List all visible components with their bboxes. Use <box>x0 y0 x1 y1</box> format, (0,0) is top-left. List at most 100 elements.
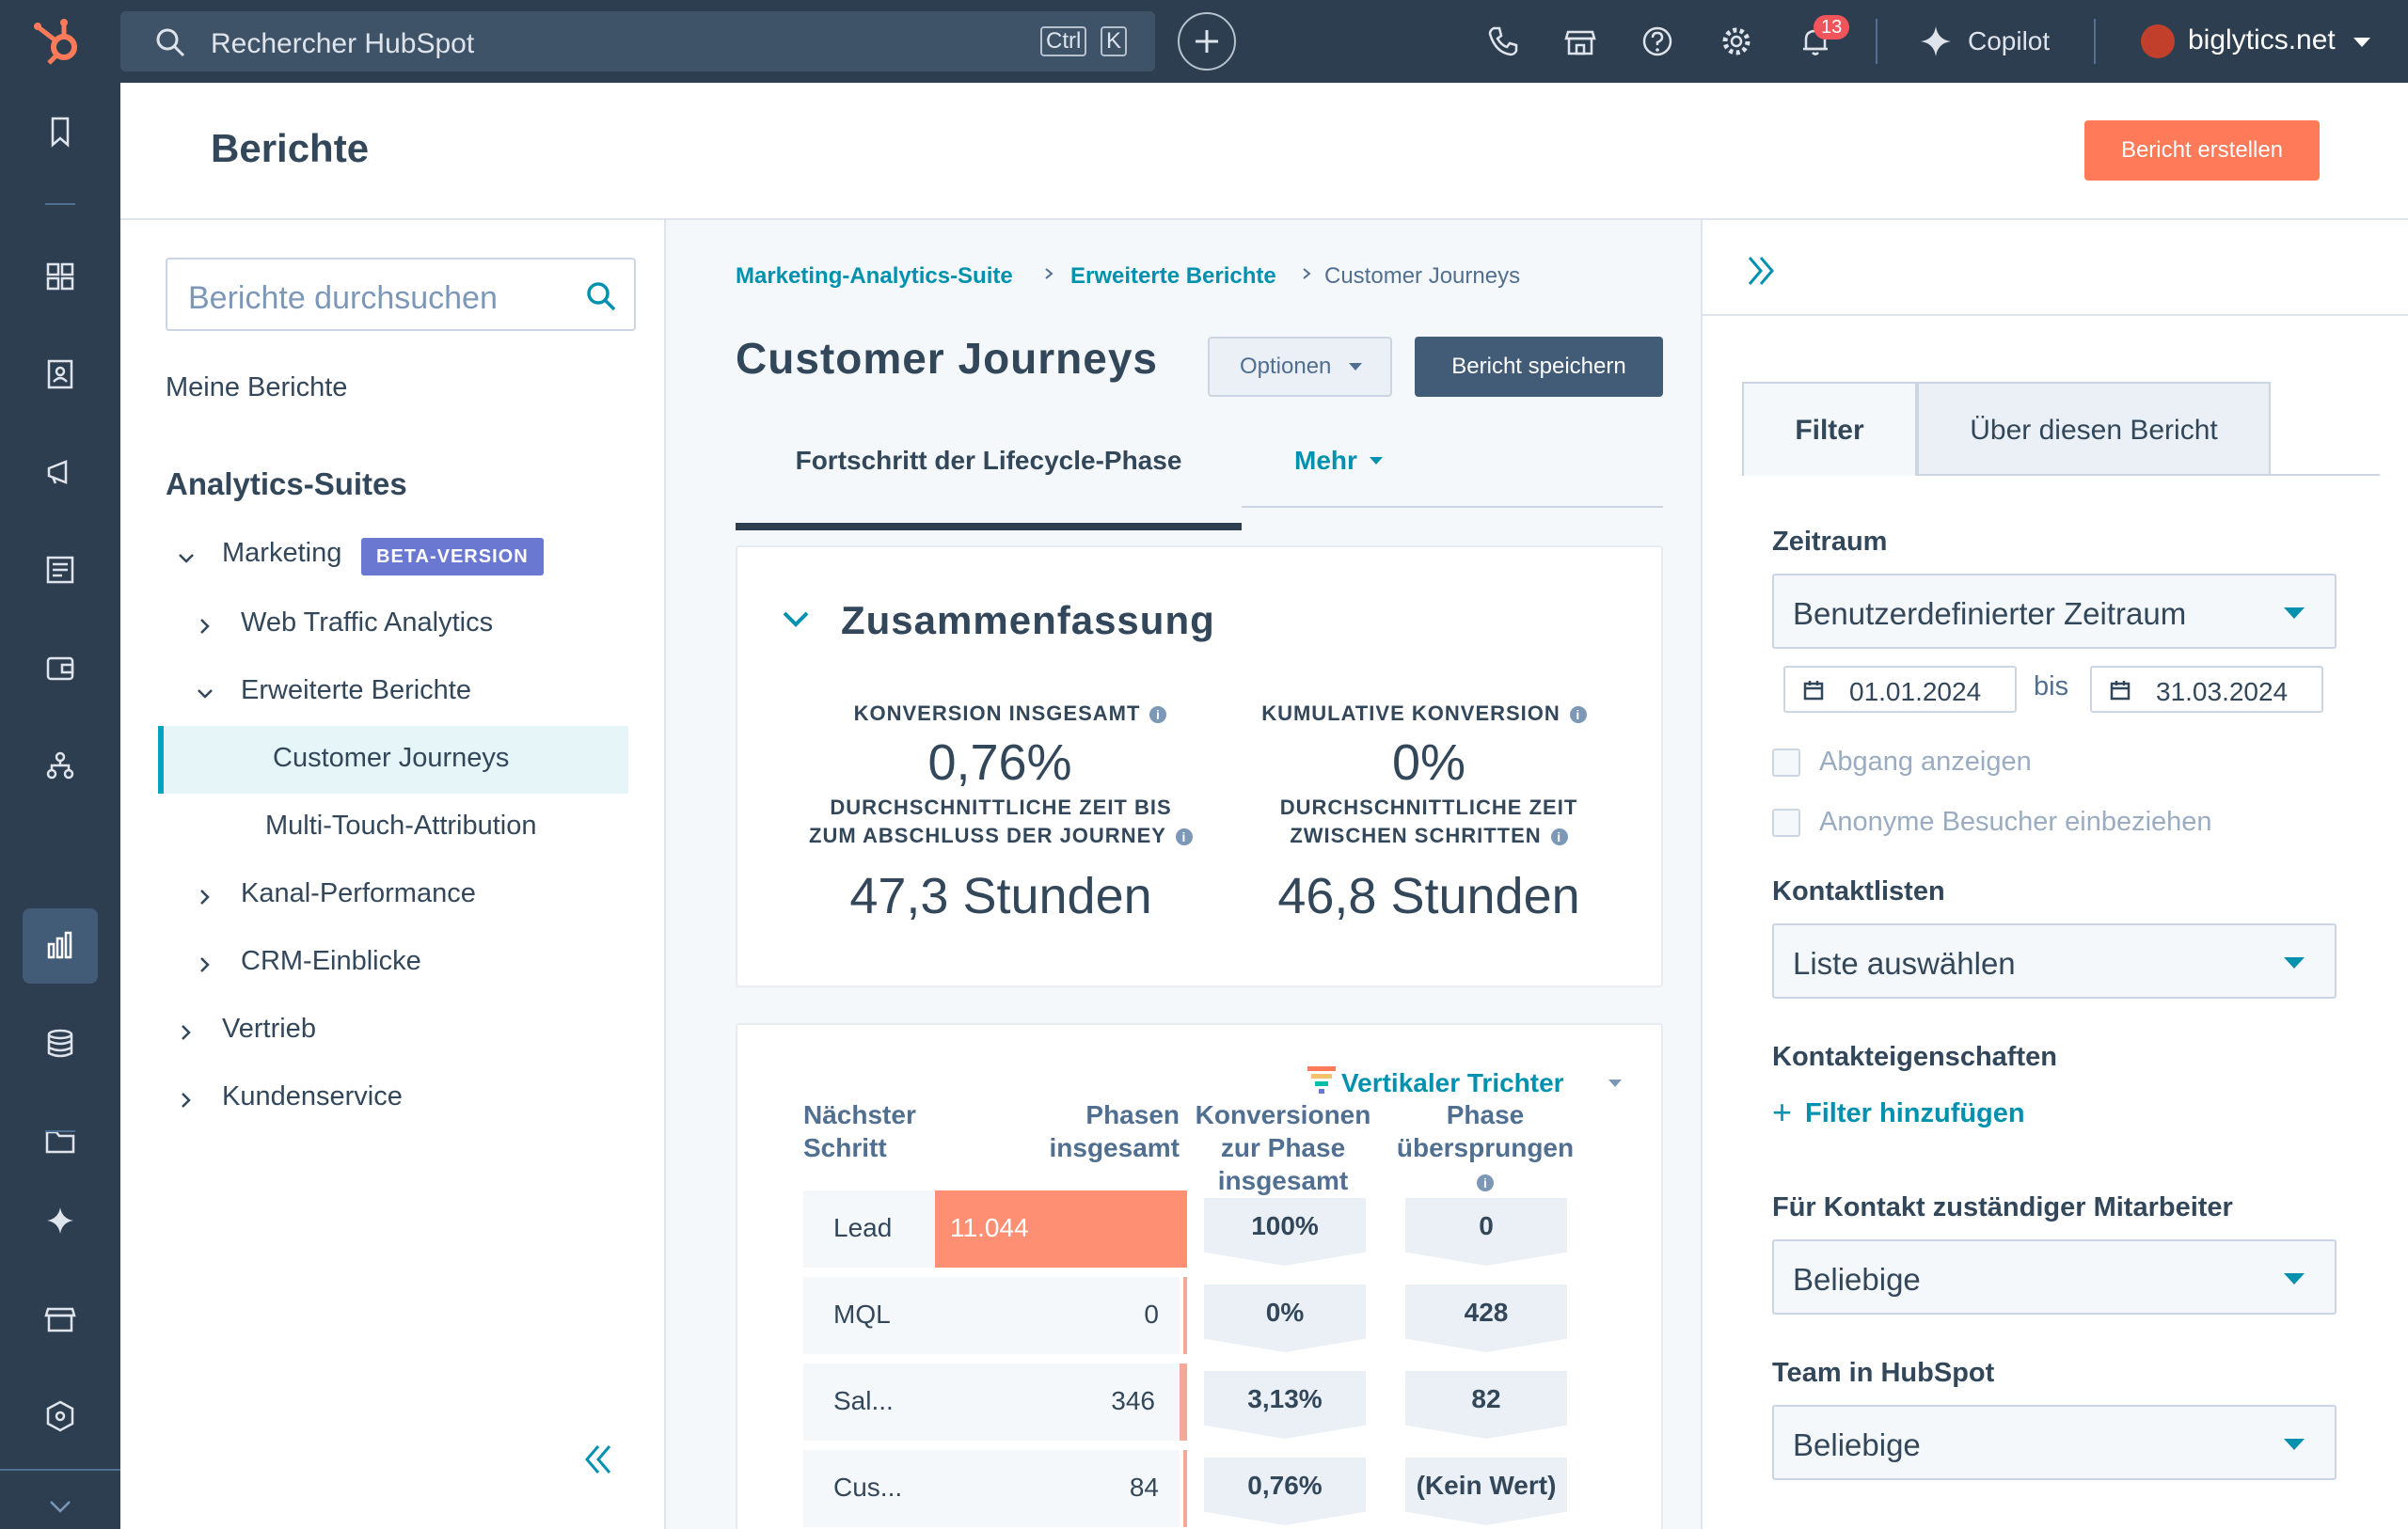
divider <box>1242 506 1663 508</box>
expand-panel-icon[interactable] <box>1742 252 1780 290</box>
tab-filter[interactable]: Filter <box>1742 382 1917 476</box>
tree-item-service[interactable]: Kundenservice <box>222 1081 403 1111</box>
funnel-row-1[interactable]: Lead 11.044 <box>803 1190 1187 1268</box>
add-filter-button[interactable]: + Filter hinzufügen <box>1772 1093 2025 1132</box>
column-header-total-phases[interactable]: Phasen insgesamt <box>1001 1098 1180 1164</box>
caret-down-icon <box>2284 957 2305 969</box>
chevron-down-icon[interactable] <box>177 549 196 568</box>
hubspot-team-dropdown[interactable]: Beliebige <box>1772 1405 2337 1480</box>
chevron-right-icon[interactable] <box>177 1023 196 1042</box>
dashboard-grid-icon[interactable] <box>41 258 79 295</box>
settings-shield-icon[interactable] <box>41 1397 79 1435</box>
global-search-input[interactable]: Rechercher HubSpot Ctrl K <box>120 11 1155 71</box>
contacts-icon[interactable] <box>41 355 79 393</box>
marketing-megaphone-icon[interactable] <box>41 453 79 491</box>
search-icon[interactable] <box>583 278 619 314</box>
column-header-skipped[interactable]: Phase übersprungen i <box>1386 1098 1584 1197</box>
content-icon[interactable] <box>41 551 79 589</box>
tree-item-advanced-reports[interactable]: Erweiterte Berichte <box>241 675 471 705</box>
copilot-button[interactable]: Copilot <box>1968 26 2051 55</box>
reporting-nav-active[interactable] <box>23 908 98 984</box>
phone-icon[interactable] <box>1484 23 1522 60</box>
tree-item-sales[interactable]: Vertrieb <box>222 1014 316 1044</box>
copilot-sparkle-icon[interactable] <box>1919 24 1953 58</box>
collapse-sidebar-icon[interactable] <box>579 1441 617 1478</box>
tree-item-channel-performance[interactable]: Kanal-Performance <box>241 878 476 908</box>
account-menu[interactable]: biglytics.net <box>2188 24 2336 55</box>
info-icon[interactable]: i <box>1477 1174 1494 1191</box>
bookmark-icon[interactable] <box>41 113 79 150</box>
contact-owner-dropdown[interactable]: Beliebige <box>1772 1239 2337 1315</box>
funnel-row-2[interactable]: MQL 0 <box>803 1277 1187 1354</box>
divider <box>45 203 75 205</box>
tab-about-report[interactable]: Über diesen Bericht <box>1917 382 2271 476</box>
contact-lists-label: Kontaktlisten <box>1772 876 1945 906</box>
column-header-next-step[interactable]: Nächster Schritt <box>803 1098 916 1164</box>
data-database-icon[interactable] <box>41 1025 79 1063</box>
tab-more[interactable]: Mehr <box>1294 446 1357 475</box>
shortcut-k-key: K <box>1101 26 1128 56</box>
column-header-conversions[interactable]: Konversionen zur Phase insgesamt <box>1189 1098 1377 1197</box>
kpi-label-text: ZUM ABSCHLUSS DER JOURNEY <box>809 824 1166 847</box>
chevron-right-icon[interactable] <box>177 1091 196 1110</box>
funnel-row-4[interactable]: Cus... 84 <box>803 1450 1187 1527</box>
tab-lifecycle-progress[interactable]: Fortschritt der Lifecycle-Phase <box>736 446 1242 530</box>
funnel-bar[interactable] <box>1183 1277 1187 1354</box>
tree-item-customer-journeys[interactable]: Customer Journeys <box>273 743 510 773</box>
reports-search-input[interactable]: Berichte durchsuchen <box>166 258 636 331</box>
help-icon[interactable] <box>1639 23 1676 60</box>
app-marketplace-icon[interactable] <box>41 1300 79 1337</box>
hubspot-logo-icon[interactable] <box>28 13 85 70</box>
options-dropdown-button[interactable]: Optionen <box>1208 337 1392 397</box>
tree-item-marketing[interactable]: Marketing <box>222 538 342 568</box>
create-report-button[interactable]: Bericht erstellen <box>2084 120 2320 181</box>
settings-gear-icon[interactable] <box>1718 23 1755 60</box>
tree-item-multi-touch[interactable]: Multi-Touch-Attribution <box>265 811 537 841</box>
automation-icon[interactable] <box>41 747 79 784</box>
info-icon[interactable]: i <box>1550 828 1568 846</box>
breadcrumb-advanced-reports[interactable]: Erweiterte Berichte <box>1070 263 1276 289</box>
chevron-right-icon[interactable] <box>196 888 214 906</box>
date-range-dropdown[interactable]: Benutzerdefinierter Zeitraum <box>1772 574 2337 649</box>
main-nav-rail <box>0 83 120 1529</box>
contact-lists-dropdown[interactable]: Liste auswählen <box>1772 923 2337 999</box>
show-dropoff-checkbox[interactable] <box>1772 749 1800 777</box>
contact-owner-label: Für Kontakt zuständiger Mitarbeiter <box>1772 1192 2233 1222</box>
caret-down-icon[interactable] <box>1608 1080 1622 1087</box>
funnel-row-3[interactable]: Sal... 346 <box>803 1363 1187 1441</box>
quick-create-button[interactable] <box>1178 12 1236 71</box>
date-from-value: 01.01.2024 <box>1849 677 1982 706</box>
chevron-right-icon[interactable] <box>196 955 214 974</box>
tree-item-crm-insights[interactable]: CRM-Einblicke <box>241 946 421 976</box>
chevron-down-icon[interactable] <box>196 685 214 703</box>
chevron-down-icon[interactable] <box>2353 38 2370 47</box>
date-from-input[interactable]: 01.01.2024 <box>1783 666 2017 713</box>
marketplace-icon[interactable] <box>1561 23 1599 60</box>
ai-sparkle-icon[interactable] <box>41 1202 79 1239</box>
save-report-button[interactable]: Bericht speichern <box>1415 337 1663 397</box>
funnel-bar[interactable]: 11.044 <box>935 1190 1187 1268</box>
my-reports-link[interactable]: Meine Berichte <box>166 372 348 402</box>
tree-item-selected-highlight[interactable] <box>158 726 628 794</box>
chevron-down-icon[interactable] <box>781 609 811 628</box>
library-folder-icon[interactable] <box>41 1123 79 1160</box>
funnel-bar[interactable] <box>1180 1363 1187 1441</box>
visualization-type-dropdown[interactable]: Vertikaler Trichter <box>1341 1068 1564 1097</box>
avatar[interactable] <box>2141 24 2175 58</box>
info-icon[interactable]: i <box>1569 706 1587 724</box>
date-range-label: Zeitraum <box>1772 527 1888 557</box>
date-to-input[interactable]: 31.03.2024 <box>2090 666 2323 713</box>
funnel-bar[interactable] <box>1183 1450 1187 1527</box>
include-anonymous-checkbox[interactable] <box>1772 809 1800 837</box>
breadcrumb-marketing-suite[interactable]: Marketing-Analytics-Suite <box>736 263 1013 289</box>
search-icon <box>156 28 185 57</box>
info-icon[interactable]: i <box>1149 706 1167 724</box>
chevron-down-icon[interactable] <box>41 1488 79 1525</box>
commerce-wallet-icon[interactable] <box>41 649 79 686</box>
info-icon[interactable]: i <box>1175 828 1193 846</box>
date-to-separator: bis <box>2034 671 2069 701</box>
filter-sidebar: Filter Über diesen Bericht Zeitraum Benu… <box>1701 220 2408 1529</box>
chevron-right-icon[interactable] <box>196 617 214 636</box>
reporting-chart-icon[interactable] <box>41 927 79 965</box>
tree-item-web-traffic[interactable]: Web Traffic Analytics <box>241 607 494 638</box>
